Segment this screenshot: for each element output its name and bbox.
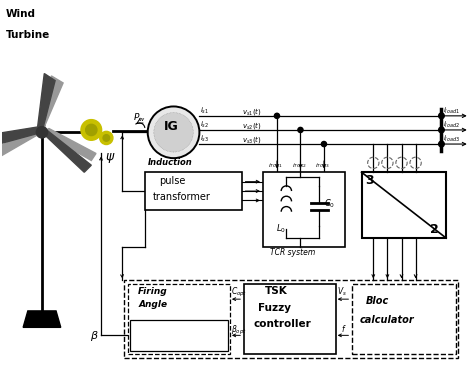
Polygon shape (0, 128, 42, 158)
Polygon shape (42, 128, 96, 160)
Text: $i_{TCR2}$: $i_{TCR2}$ (292, 162, 307, 170)
Polygon shape (42, 76, 63, 132)
Text: Firing: Firing (138, 287, 168, 297)
Circle shape (86, 124, 97, 135)
Text: $i_{load2}$: $i_{load2}$ (443, 120, 460, 130)
Text: $i_{s1}$: $i_{s1}$ (201, 106, 210, 116)
Circle shape (438, 127, 444, 133)
Circle shape (438, 141, 444, 147)
Bar (362, 172, 446, 238)
Circle shape (103, 135, 109, 141)
Text: $P_w$: $P_w$ (133, 112, 146, 124)
Text: Turbine: Turbine (6, 30, 50, 40)
Text: $\psi$: $\psi$ (105, 152, 116, 166)
Circle shape (36, 127, 47, 138)
Text: pitch servo: pitch servo (146, 331, 192, 340)
Text: $L_0$: $L_0$ (275, 222, 285, 234)
Polygon shape (42, 130, 91, 172)
Text: Fuzzy: Fuzzy (258, 303, 291, 313)
Circle shape (100, 131, 113, 145)
Text: $i_{TCR3}$: $i_{TCR3}$ (316, 162, 330, 170)
Circle shape (81, 120, 101, 140)
Bar (146, 172, 242, 210)
Text: Bloc: Bloc (366, 296, 390, 306)
Text: transformer: transformer (153, 192, 210, 202)
Text: 3: 3 (365, 174, 374, 187)
Text: $v_{s1}(t)$: $v_{s1}(t)$ (242, 106, 261, 117)
Text: Induction: Induction (148, 158, 192, 167)
Text: 2: 2 (430, 223, 438, 236)
Polygon shape (23, 311, 61, 328)
Circle shape (298, 127, 303, 132)
Bar (263, 172, 345, 247)
Text: controller: controller (254, 319, 311, 329)
Text: $i_{s3}$: $i_{s3}$ (201, 134, 210, 144)
Text: $f$: $f$ (341, 323, 347, 334)
Text: $C_0$: $C_0$ (324, 198, 335, 210)
Text: Generator: Generator (150, 172, 198, 181)
Text: $\beta$: $\beta$ (91, 329, 99, 343)
Bar (128, 284, 230, 354)
Bar (244, 284, 336, 354)
Text: IG: IG (164, 120, 179, 133)
Polygon shape (37, 74, 55, 132)
Text: calculator: calculator (359, 315, 414, 325)
Circle shape (438, 113, 444, 118)
Bar (130, 320, 228, 351)
Text: $C_{opt}$: $C_{opt}$ (231, 286, 247, 299)
Circle shape (154, 113, 193, 152)
Text: pulse: pulse (159, 176, 186, 186)
Text: $i_{load3}$: $i_{load3}$ (443, 134, 460, 144)
Text: $i_{TCR1}$: $i_{TCR1}$ (268, 162, 283, 170)
Text: $i_{s2}$: $i_{s2}$ (201, 120, 210, 130)
Text: $V_s$: $V_s$ (337, 286, 346, 298)
Text: $i_{load1}$: $i_{load1}$ (443, 106, 460, 116)
Text: $\beta_{opt}$: $\beta_{opt}$ (231, 323, 246, 337)
Circle shape (148, 106, 200, 158)
Text: $v_{s3}(t)$: $v_{s3}(t)$ (242, 134, 261, 145)
Text: TSK: TSK (265, 286, 288, 297)
Bar (124, 280, 458, 358)
Bar (352, 284, 456, 354)
Text: Angle: Angle (138, 300, 167, 309)
Polygon shape (0, 127, 42, 146)
Text: Wind: Wind (6, 9, 36, 19)
Text: TCR system: TCR system (270, 248, 315, 258)
Text: $v_{s2}(t)$: $v_{s2}(t)$ (242, 120, 261, 131)
Circle shape (274, 113, 280, 118)
Circle shape (321, 141, 327, 146)
